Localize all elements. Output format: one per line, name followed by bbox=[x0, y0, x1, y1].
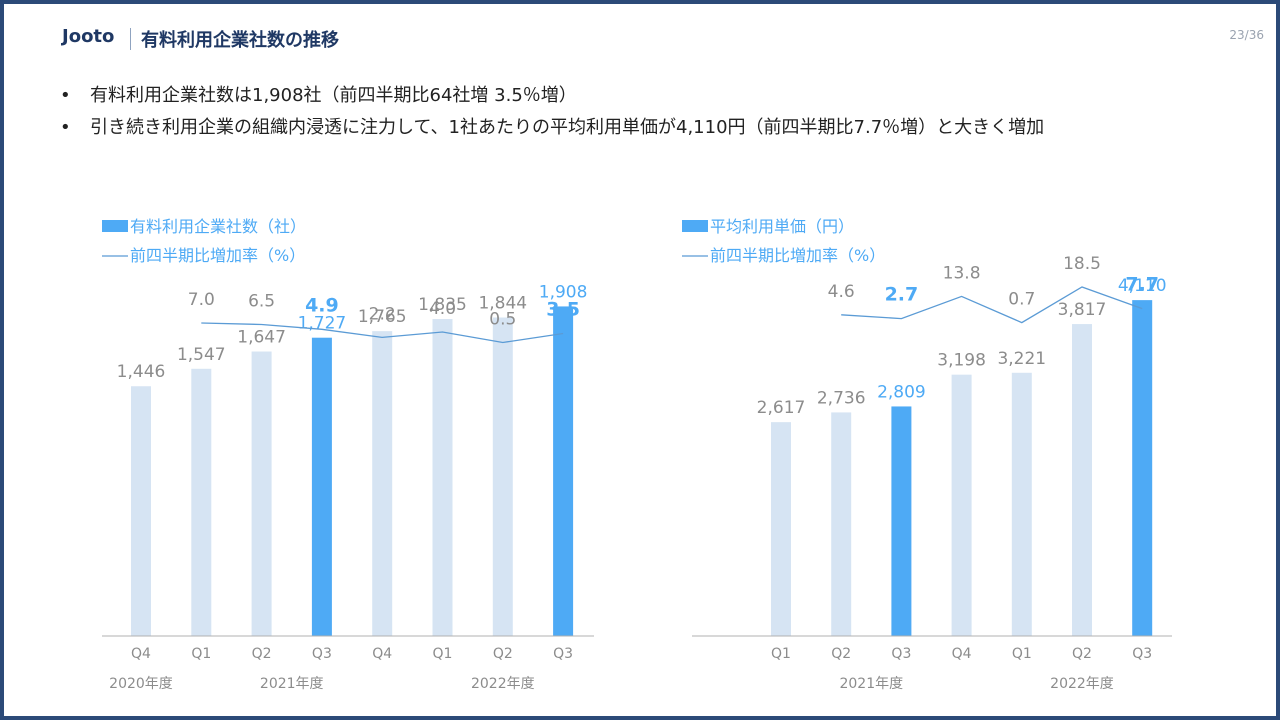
bar-value-label: 1,547 bbox=[177, 345, 226, 365]
x-tick-label: Q4 bbox=[952, 646, 972, 662]
x-tick-label: Q1 bbox=[771, 646, 791, 662]
bullet-list: • 有料利用企業社数は1,908社（前四半期比64社増 3.5％増） • 引き続… bbox=[58, 82, 1228, 146]
x-tick-label: Q2 bbox=[493, 646, 513, 662]
bar bbox=[191, 368, 212, 636]
x-tick-label: Q1 bbox=[433, 646, 453, 662]
year-group-label: 2022年度 bbox=[1050, 676, 1114, 692]
year-group-label: 2021年度 bbox=[260, 676, 324, 692]
growth-rate-label: 2.2 bbox=[369, 304, 396, 324]
bar-value-label: 1,647 bbox=[237, 328, 286, 348]
bar-value-label: 4,110 bbox=[1118, 276, 1167, 296]
bar bbox=[311, 337, 332, 636]
x-tick-label: Q2 bbox=[1072, 646, 1092, 662]
bar bbox=[553, 306, 574, 636]
bar bbox=[131, 386, 151, 636]
bar bbox=[1011, 372, 1032, 636]
x-tick-label: Q2 bbox=[831, 646, 851, 662]
x-tick-label: Q1 bbox=[1012, 646, 1032, 662]
growth-rate-label: 6.5 bbox=[248, 292, 275, 312]
bar-value-label: 2,736 bbox=[817, 388, 866, 408]
bullet-item: • 引き続き利用企業の組織内浸透に注力して、1社あたりの平均利用単価が4,110… bbox=[58, 114, 1228, 142]
growth-rate-label: 0.5 bbox=[489, 310, 516, 330]
legend-bar-swatch bbox=[682, 220, 708, 232]
slide: Jooto 有料利用企業社数の推移 23/36 • 有料利用企業社数は1,908… bbox=[4, 4, 1276, 716]
legend-line-label: 前四半期比増加率（%） bbox=[130, 246, 305, 265]
x-tick-label: Q1 bbox=[191, 646, 211, 662]
header-divider bbox=[130, 28, 131, 50]
growth-rate-line bbox=[201, 322, 564, 344]
bullet-text: 有料利用企業社数は1,908社（前四半期比64社増 3.5％増） bbox=[90, 85, 577, 106]
bar bbox=[372, 331, 393, 636]
bar-value-label: 1,446 bbox=[117, 362, 166, 382]
growth-rate-label: 3.5 bbox=[546, 299, 580, 321]
bar bbox=[432, 319, 453, 636]
year-group-label: 2022年度 bbox=[471, 676, 535, 692]
year-group-label: 2020年度 bbox=[109, 676, 173, 692]
x-tick-label: Q3 bbox=[553, 646, 573, 662]
bullet-dot-icon: • bbox=[60, 117, 71, 138]
bar-value-label: 1,908 bbox=[539, 282, 588, 302]
x-tick-label: Q3 bbox=[891, 646, 911, 662]
bar-value-label: 1,765 bbox=[358, 307, 407, 327]
bar-value-label: 2,617 bbox=[757, 398, 806, 418]
page-title: 有料利用企業社数の推移 bbox=[141, 30, 339, 51]
growth-rate-label: 0.7 bbox=[1008, 290, 1035, 310]
growth-rate-label: 7.0 bbox=[188, 290, 215, 310]
bullet-item: • 有料利用企業社数は1,908社（前四半期比64社増 3.5％増） bbox=[58, 82, 1228, 110]
bar-value-label: 3,221 bbox=[997, 349, 1046, 369]
chart-average-price: 平均利用単価（円） 前四半期比増加率（%） 2,617 2,736 2,809 3,198… bbox=[682, 217, 1172, 692]
bar bbox=[771, 422, 791, 636]
bar bbox=[1132, 300, 1153, 636]
legend-line-label: 前四半期比増加率（%） bbox=[710, 246, 885, 265]
bar bbox=[951, 374, 972, 636]
bar-value-label: 1,835 bbox=[418, 295, 467, 315]
x-tick-label: Q2 bbox=[252, 646, 272, 662]
growth-rate-label: 7.7 bbox=[1125, 274, 1159, 296]
growth-rate-line bbox=[841, 286, 1143, 324]
bar bbox=[251, 351, 272, 636]
x-tick-label: Q4 bbox=[131, 646, 151, 662]
bullet-text: 引き続き利用企業の組織内浸透に注力して、1社あたりの平均利用単価が4,110円（… bbox=[90, 117, 1045, 138]
bar-value-label: 3,817 bbox=[1058, 300, 1107, 320]
growth-rate-label: 4.6 bbox=[828, 282, 855, 302]
brand-name: Jooto bbox=[62, 26, 115, 47]
growth-rate-label: 2.7 bbox=[885, 284, 919, 306]
year-group-label: 2021年度 bbox=[839, 676, 903, 692]
page-number: 23/36 bbox=[1229, 28, 1264, 42]
x-tick-label: Q3 bbox=[1132, 646, 1152, 662]
bar-value-label: 2,809 bbox=[877, 382, 926, 402]
x-tick-label: Q3 bbox=[312, 646, 332, 662]
bar bbox=[891, 406, 912, 636]
growth-rate-label: 18.5 bbox=[1063, 254, 1101, 274]
bar bbox=[831, 412, 852, 636]
growth-rate-label: 4.9 bbox=[305, 294, 339, 316]
legend-bar-label: 平均利用単価（円） bbox=[710, 217, 854, 236]
x-tick-label: Q4 bbox=[372, 646, 392, 662]
growth-rate-label: 13.8 bbox=[943, 263, 981, 283]
bar-value-label: 3,198 bbox=[937, 351, 986, 371]
bar-value-label: 1,727 bbox=[298, 314, 347, 334]
legend-bar-label: 有料利用企業社数（社） bbox=[130, 217, 306, 236]
growth-rate-label: 4.0 bbox=[429, 299, 456, 319]
chart-customer-count: 有料利用企業社数（社） 前四半期比増加率（%） 1,446 1,547 1,647 1,7… bbox=[102, 217, 594, 692]
bullet-dot-icon: • bbox=[60, 85, 71, 106]
bar bbox=[1072, 324, 1092, 636]
legend-bar-swatch bbox=[102, 220, 128, 232]
bar bbox=[492, 317, 513, 636]
bar-value-label: 1,844 bbox=[478, 293, 527, 313]
